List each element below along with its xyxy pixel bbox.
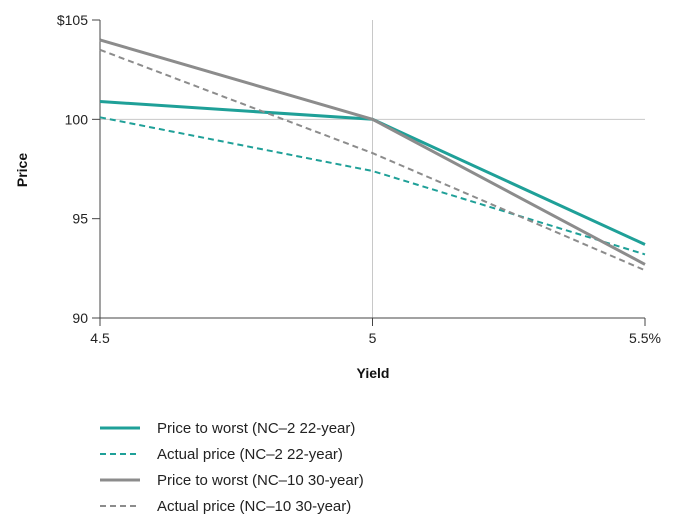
series-line-3 xyxy=(99,38,646,266)
legend-swatch xyxy=(100,453,140,455)
x-tick-label: 5.5% xyxy=(629,330,661,346)
x-tick-label: 4.5 xyxy=(90,330,110,346)
chart: 90 95 100 $105 4.5 5 5.5% Yield Price xyxy=(14,12,661,381)
y-tick-label: 95 xyxy=(72,211,88,227)
series-line-4 xyxy=(99,48,646,272)
legend-item-4: Actual price (NC–10 30-year) xyxy=(100,493,364,519)
legend-item-2: Actual price (NC–2 22-year) xyxy=(100,441,364,467)
y-tick-label: 100 xyxy=(65,111,89,127)
legend-swatch xyxy=(100,426,140,430)
legend: Price to worst (NC–2 22-year) Actual pric… xyxy=(100,415,364,519)
legend-item-3: Price to worst (NC–10 30-year) xyxy=(100,467,364,493)
legend-label: Actual price (NC–10 30-year) xyxy=(157,497,352,515)
legend-label: Actual price (NC–2 22-year) xyxy=(157,445,343,463)
legend-swatch xyxy=(100,505,140,507)
x-tick-label: 5 xyxy=(369,330,377,346)
legend-swatch xyxy=(100,478,140,482)
legend-item-1: Price to worst (NC–2 22-year) xyxy=(100,415,364,441)
series-line-2 xyxy=(99,116,646,256)
legend-label: Price to worst (NC–10 30-year) xyxy=(157,471,364,489)
x-axis-title: Yield xyxy=(357,365,390,381)
y-tick-label: 90 xyxy=(72,310,88,326)
y-axis-title: Price xyxy=(14,153,30,187)
y-tick-label: $105 xyxy=(57,12,88,28)
legend-label: Price to worst (NC–2 22-year) xyxy=(157,419,356,437)
